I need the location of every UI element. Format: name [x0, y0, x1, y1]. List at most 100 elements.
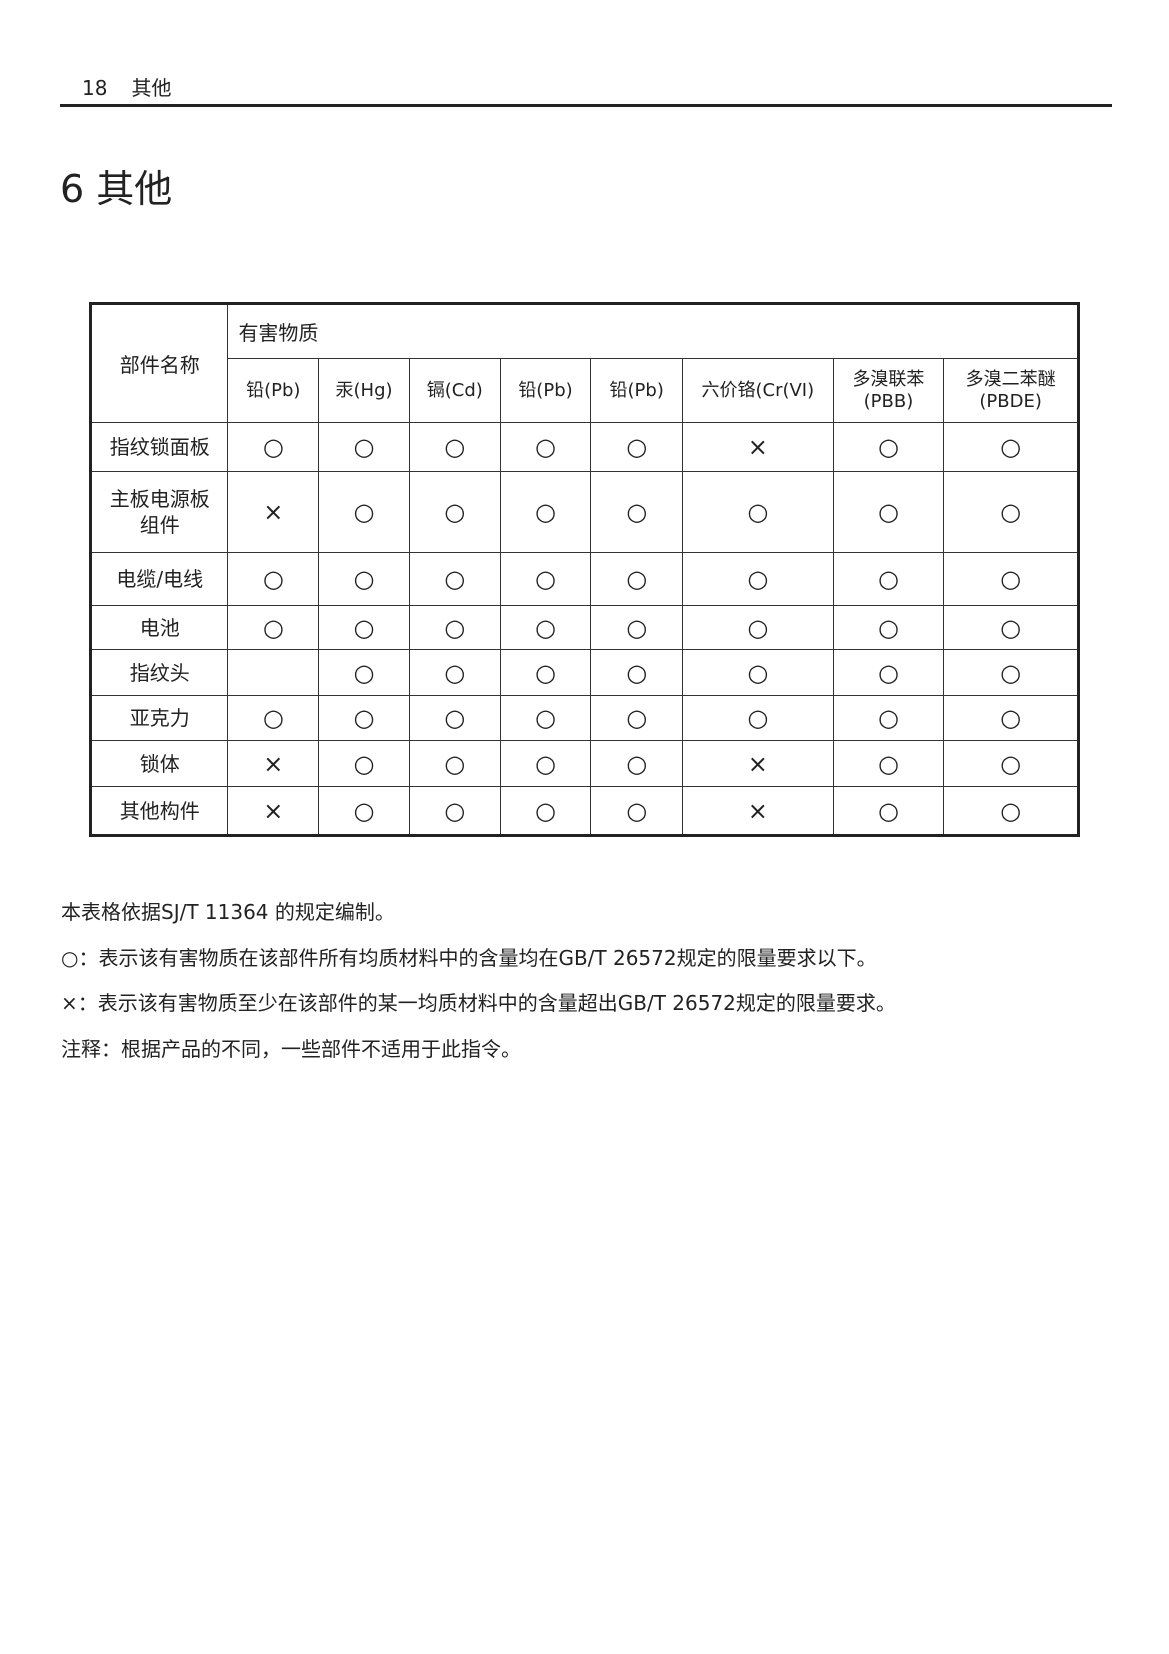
note-standard: 本表格依据SJ/T 11364 的规定编制。	[61, 900, 395, 924]
exceeds-limit-mark: ×	[682, 786, 834, 836]
within-limit-mark: ○	[590, 552, 684, 606]
substance-column-header: 多溴二苯醚 (PBDE)	[943, 358, 1079, 423]
empty-cell	[227, 649, 320, 696]
within-limit-mark: ○	[499, 605, 592, 650]
within-limit-mark: ○	[682, 471, 834, 553]
table-row: 其他构件 × ○ ○ ○ ○ × ○ ○	[89, 786, 1079, 836]
within-limit-mark: ○	[318, 740, 410, 787]
within-limit-mark: ○	[832, 471, 945, 553]
table-row: 指纹锁面板 ○ ○ ○ ○ ○ × ○ ○	[89, 422, 1079, 472]
within-limit-mark: ○	[227, 552, 320, 606]
within-limit-mark: ○	[590, 471, 684, 553]
part-name: 其他构件	[89, 786, 229, 836]
within-limit-mark: ○	[682, 552, 834, 606]
substance-header: 有害物质	[227, 303, 1079, 359]
within-limit-mark: ○	[408, 649, 501, 696]
within-limit-mark: ○	[943, 695, 1079, 741]
within-limit-mark: ○	[832, 695, 945, 741]
page-number: 18	[82, 76, 108, 100]
exceeds-limit-mark: ×	[682, 422, 834, 472]
within-limit-mark: ○	[227, 605, 320, 650]
within-limit-mark: ○	[318, 552, 410, 606]
within-limit-mark: ○	[832, 552, 945, 606]
within-limit-mark: ○	[832, 605, 945, 650]
part-name: 主板电源板 组件	[89, 471, 229, 553]
within-limit-mark: ○	[227, 695, 320, 741]
within-limit-mark: ○	[590, 605, 684, 650]
substance-column-header: 铅(Pb)	[499, 358, 592, 423]
substance-column-header: 多溴联苯 (PBB)	[832, 358, 945, 423]
within-limit-mark: ○	[943, 740, 1079, 787]
within-limit-mark: ○	[499, 786, 592, 836]
part-name: 锁体	[89, 740, 229, 787]
note-circle-legend: ○：表示该有害物质在该部件所有均质材料中的含量均在GB/T 26572规定的限量…	[61, 945, 877, 970]
within-limit-mark: ○	[943, 649, 1079, 696]
notes: 本表格依据SJ/T 11364 的规定编制。 ○：表示该有害物质在该部件所有均质…	[61, 890, 896, 1072]
hazardous-substance-table: 部件名称 有害物质 铅(Pb) 汞(Hg) 镉(Cd) 铅(Pb) 铅(Pb) 六价铬(C…	[89, 302, 1080, 837]
within-limit-mark: ○	[590, 695, 684, 741]
part-name-header: 部件名称	[89, 303, 229, 423]
within-limit-mark: ○	[408, 422, 501, 472]
within-limit-mark: ○	[499, 552, 592, 606]
within-limit-mark: ○	[408, 740, 501, 787]
within-limit-mark: ○	[499, 422, 592, 472]
running-header: 18 其他	[82, 72, 195, 101]
within-limit-mark: ○	[408, 605, 501, 650]
within-limit-mark: ○	[499, 471, 592, 553]
substance-column-header: 汞(Hg)	[318, 358, 410, 423]
note-remark: 注释：根据产品的不同，一些部件不适用于此指令。	[61, 1036, 521, 1061]
within-limit-mark: ○	[227, 422, 320, 472]
within-limit-mark: ○	[318, 649, 410, 696]
within-limit-mark: ○	[943, 786, 1079, 836]
within-limit-mark: ○	[408, 695, 501, 741]
exceeds-limit-mark: ×	[227, 471, 320, 553]
table-row: 指纹头 ○ ○ ○ ○ ○ ○ ○	[89, 649, 1079, 696]
within-limit-mark: ○	[943, 422, 1079, 472]
running-section: 其他	[131, 76, 172, 100]
substance-column-header: 六价铬(Cr(VI)	[682, 358, 834, 423]
table-row: 电池 ○ ○ ○ ○ ○ ○ ○ ○	[89, 605, 1079, 650]
table-row: 主板电源板 组件 × ○ ○ ○ ○ ○ ○ ○	[89, 471, 1079, 553]
within-limit-mark: ○	[832, 740, 945, 787]
within-limit-mark: ○	[832, 649, 945, 696]
header-rule	[60, 104, 1112, 107]
part-name: 指纹锁面板	[89, 422, 229, 472]
part-name: 亚克力	[89, 695, 229, 741]
within-limit-mark: ○	[318, 471, 410, 553]
part-name: 电池	[89, 605, 229, 650]
within-limit-mark: ○	[832, 422, 945, 472]
within-limit-mark: ○	[408, 786, 501, 836]
table-row: 锁体 × ○ ○ ○ ○ × ○ ○	[89, 740, 1079, 787]
within-limit-mark: ○	[590, 786, 684, 836]
note-cross-legend: ×：表示该有害物质至少在该部件的某一均质材料中的含量超出GB/T 26572规定…	[61, 991, 896, 1015]
within-limit-mark: ○	[682, 695, 834, 741]
within-limit-mark: ○	[408, 552, 501, 606]
within-limit-mark: ○	[499, 740, 592, 787]
within-limit-mark: ○	[318, 786, 410, 836]
within-limit-mark: ○	[499, 649, 592, 696]
within-limit-mark: ○	[590, 649, 684, 696]
within-limit-mark: ○	[408, 471, 501, 553]
within-limit-mark: ○	[590, 422, 684, 472]
within-limit-mark: ○	[318, 695, 410, 741]
substance-column-header: 铅(Pb)	[590, 358, 684, 423]
within-limit-mark: ○	[682, 649, 834, 696]
within-limit-mark: ○	[943, 605, 1079, 650]
within-limit-mark: ○	[943, 552, 1079, 606]
substance-column-header: 铅(Pb)	[227, 358, 320, 423]
within-limit-mark: ○	[832, 786, 945, 836]
table-row: 电缆/电线 ○ ○ ○ ○ ○ ○ ○ ○	[89, 552, 1079, 606]
within-limit-mark: ○	[682, 605, 834, 650]
within-limit-mark: ○	[499, 695, 592, 741]
page-title: 6 其他	[60, 167, 173, 211]
within-limit-mark: ○	[943, 471, 1079, 553]
exceeds-limit-mark: ×	[227, 786, 320, 836]
within-limit-mark: ○	[318, 422, 410, 472]
within-limit-mark: ○	[590, 740, 684, 787]
substance-column-header: 镉(Cd)	[408, 358, 501, 423]
exceeds-limit-mark: ×	[227, 740, 320, 787]
part-name: 指纹头	[89, 649, 229, 696]
exceeds-limit-mark: ×	[682, 740, 834, 787]
within-limit-mark: ○	[318, 605, 410, 650]
table-row: 亚克力 ○ ○ ○ ○ ○ ○ ○ ○	[89, 695, 1079, 741]
